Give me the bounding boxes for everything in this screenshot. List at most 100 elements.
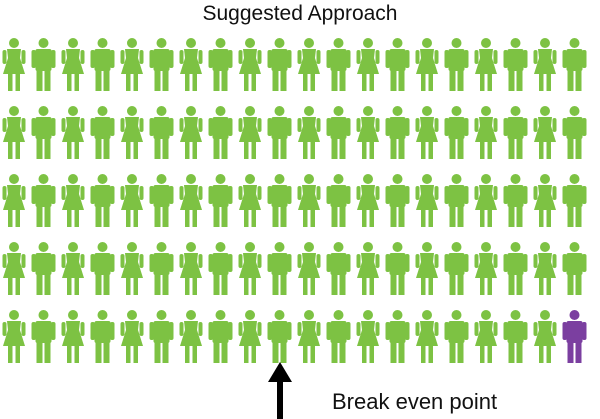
female-person-icon <box>533 106 557 159</box>
female-person-icon <box>61 38 85 91</box>
female-person-icon <box>356 310 380 363</box>
female-person-icon <box>61 242 85 295</box>
female-person-icon <box>120 310 144 363</box>
male-person-icon <box>267 174 292 227</box>
female-person-icon <box>356 242 380 295</box>
female-person-icon <box>120 38 144 91</box>
male-person-icon <box>385 174 410 227</box>
up-arrow-icon <box>267 362 292 419</box>
female-person-icon <box>415 38 439 91</box>
male-person-icon <box>90 106 115 159</box>
female-person-icon <box>533 174 557 227</box>
female-person-icon <box>297 38 321 91</box>
female-person-icon <box>120 174 144 227</box>
female-person-icon <box>179 174 203 227</box>
male-person-icon <box>149 310 174 363</box>
female-person-icon <box>533 242 557 295</box>
female-person-icon <box>61 310 85 363</box>
female-person-icon <box>415 242 439 295</box>
male-person-icon <box>503 174 528 227</box>
female-person-icon <box>238 106 262 159</box>
male-person-icon <box>267 242 292 295</box>
female-person-icon <box>297 174 321 227</box>
male-person-icon <box>90 310 115 363</box>
male-person-icon <box>90 38 115 91</box>
male-person-icon <box>267 310 292 363</box>
female-person-icon <box>61 106 85 159</box>
male-person-icon <box>149 38 174 91</box>
male-person-icon <box>208 242 233 295</box>
male-person-icon <box>149 242 174 295</box>
male-person-icon <box>208 38 233 91</box>
female-person-icon <box>238 174 262 227</box>
female-person-icon <box>179 310 203 363</box>
male-person-icon <box>503 310 528 363</box>
female-person-icon <box>356 38 380 91</box>
male-person-icon <box>444 174 469 227</box>
male-person-icon <box>31 38 56 91</box>
male-person-icon <box>562 242 587 295</box>
female-person-icon <box>474 242 498 295</box>
male-person-icon <box>90 174 115 227</box>
male-person-icon <box>31 174 56 227</box>
male-person-icon <box>326 38 351 91</box>
female-person-icon <box>297 106 321 159</box>
male-person-icon <box>267 106 292 159</box>
female-person-icon <box>179 106 203 159</box>
male-person-icon <box>31 106 56 159</box>
male-person-icon <box>562 38 587 91</box>
male-person-icon <box>444 242 469 295</box>
female-person-icon <box>2 38 26 91</box>
male-person-icon <box>326 242 351 295</box>
chart-title: Suggested Approach <box>202 2 398 25</box>
male-person-icon <box>503 106 528 159</box>
female-person-icon <box>179 38 203 91</box>
male-person-icon <box>326 310 351 363</box>
male-person-icon <box>562 174 587 227</box>
female-person-icon <box>120 106 144 159</box>
female-person-icon <box>2 106 26 159</box>
male-person-icon <box>208 106 233 159</box>
male-person-icon <box>503 242 528 295</box>
female-person-icon <box>474 38 498 91</box>
male-person-icon <box>208 310 233 363</box>
male-person-icon <box>326 174 351 227</box>
female-person-icon <box>238 310 262 363</box>
female-person-icon <box>533 38 557 91</box>
male-person-icon <box>385 310 410 363</box>
female-person-icon <box>2 174 26 227</box>
female-person-icon <box>356 174 380 227</box>
male-person-icon <box>326 106 351 159</box>
female-person-icon <box>356 106 380 159</box>
female-person-icon <box>61 174 85 227</box>
female-person-icon <box>533 310 557 363</box>
female-person-icon <box>120 242 144 295</box>
male-person-icon <box>385 38 410 91</box>
highlighted-male-person-icon <box>562 310 587 363</box>
female-person-icon <box>297 242 321 295</box>
male-person-icon <box>444 310 469 363</box>
female-person-icon <box>474 106 498 159</box>
female-person-icon <box>2 310 26 363</box>
male-person-icon <box>149 106 174 159</box>
annotation-label: Break even point <box>332 389 498 414</box>
male-person-icon <box>149 174 174 227</box>
male-person-icon <box>31 310 56 363</box>
male-person-icon <box>503 38 528 91</box>
female-person-icon <box>2 242 26 295</box>
female-person-icon <box>474 174 498 227</box>
male-person-icon <box>267 38 292 91</box>
male-person-icon <box>562 106 587 159</box>
male-person-icon <box>444 106 469 159</box>
female-person-icon <box>415 106 439 159</box>
pictogram-grid <box>2 38 587 363</box>
male-person-icon <box>444 38 469 91</box>
female-person-icon <box>238 242 262 295</box>
female-person-icon <box>474 310 498 363</box>
female-person-icon <box>415 310 439 363</box>
female-person-icon <box>238 38 262 91</box>
male-person-icon <box>385 106 410 159</box>
female-person-icon <box>297 310 321 363</box>
female-person-icon <box>415 174 439 227</box>
male-person-icon <box>31 242 56 295</box>
